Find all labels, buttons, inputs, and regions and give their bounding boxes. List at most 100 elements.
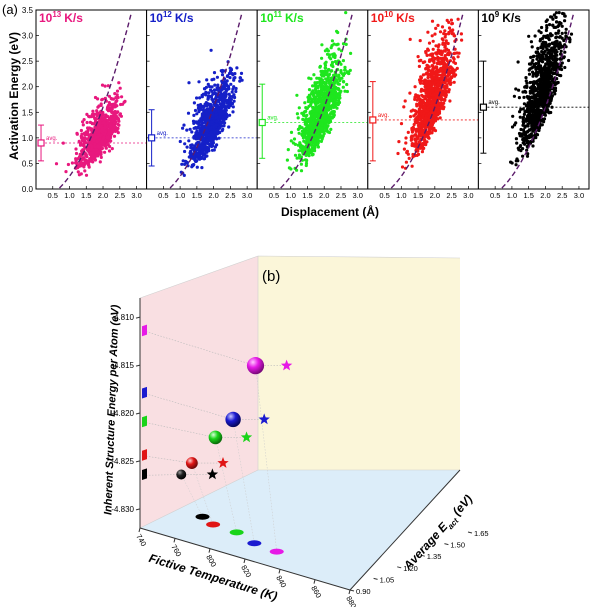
scatter-point bbox=[514, 121, 518, 125]
scatter-point bbox=[195, 121, 200, 125]
scatter-point bbox=[524, 79, 528, 83]
scatter-point bbox=[303, 133, 307, 137]
scatter-point bbox=[116, 95, 120, 100]
scatter-point bbox=[431, 47, 435, 51]
scatter-point bbox=[441, 42, 445, 46]
scatter-point bbox=[296, 116, 300, 120]
scatter-point bbox=[200, 112, 204, 116]
x-tick-label: 2.5 bbox=[336, 191, 346, 200]
scatter-point bbox=[449, 18, 453, 22]
scatter-point bbox=[549, 74, 554, 79]
scatter-point bbox=[402, 105, 406, 109]
scatter-point bbox=[103, 150, 107, 154]
scatter-point bbox=[206, 96, 210, 100]
x-tick-label: 0.5 bbox=[48, 191, 58, 200]
scatter-point bbox=[527, 68, 531, 72]
scatter-point bbox=[106, 84, 110, 88]
scatter-point bbox=[78, 154, 82, 158]
scatter-point bbox=[330, 81, 334, 85]
scatter-point bbox=[194, 126, 198, 130]
data-points bbox=[142, 324, 293, 555]
scatter-point bbox=[444, 39, 448, 43]
scatter-point bbox=[420, 128, 424, 132]
avg-label: avg. bbox=[488, 100, 500, 106]
avg-marker bbox=[479, 103, 488, 111]
scatter-point bbox=[312, 144, 316, 148]
scatter-point bbox=[554, 25, 558, 29]
scatter-point bbox=[201, 141, 205, 145]
scatter-point bbox=[531, 91, 535, 95]
scatter-point bbox=[311, 106, 315, 110]
scatter-point bbox=[559, 49, 563, 53]
scatter-point bbox=[98, 124, 102, 128]
scatter-point bbox=[542, 52, 546, 56]
scatter-point bbox=[420, 150, 424, 154]
star-marker bbox=[206, 468, 219, 480]
scatter-point bbox=[190, 130, 194, 134]
y-tick-3d bbox=[349, 589, 355, 592]
scatter-point bbox=[311, 148, 315, 152]
panel-b: -4.810-4.815-4.820-4.825-4.8307407608008… bbox=[102, 255, 489, 607]
floor-projection bbox=[269, 548, 284, 555]
scatter-point bbox=[329, 69, 333, 73]
scatter-point bbox=[449, 75, 454, 79]
scatter-point bbox=[92, 112, 96, 116]
scatter-point bbox=[535, 118, 540, 122]
scatter-point bbox=[456, 17, 460, 21]
scatter-point bbox=[309, 77, 313, 81]
scatter-point bbox=[340, 76, 344, 80]
scatter-point bbox=[196, 153, 200, 157]
scatter-point bbox=[306, 118, 310, 122]
scatter-point bbox=[207, 91, 211, 95]
scatter-point bbox=[430, 131, 434, 135]
scatter-point bbox=[522, 112, 527, 116]
scatter-point bbox=[315, 108, 319, 112]
scatter-point bbox=[542, 66, 546, 70]
scatter-point bbox=[400, 165, 405, 169]
scatter-point bbox=[306, 99, 310, 104]
avg-label: avg. bbox=[378, 113, 390, 119]
scatter-point bbox=[415, 116, 419, 120]
scatter-point bbox=[327, 80, 331, 84]
x-tick-label: 1.5 bbox=[523, 191, 533, 200]
scatter-point bbox=[215, 103, 219, 108]
scatter-point bbox=[451, 32, 455, 36]
rate-base: 10 bbox=[481, 11, 495, 25]
scatter-point bbox=[537, 115, 542, 119]
panel-a-label: (a) bbox=[2, 2, 18, 17]
scatter-point bbox=[517, 148, 521, 152]
scatter-point bbox=[440, 25, 445, 29]
scatter-point bbox=[108, 123, 112, 127]
scatter-point bbox=[197, 147, 202, 151]
scatter-point bbox=[96, 135, 100, 139]
scatter-point bbox=[415, 153, 419, 157]
scatter-point bbox=[300, 132, 304, 137]
scatter-point bbox=[427, 136, 431, 140]
scatter-point bbox=[443, 57, 447, 61]
scatter-point bbox=[61, 141, 65, 145]
scatter-point bbox=[182, 123, 186, 127]
scatter-point bbox=[219, 69, 223, 73]
scatter-point bbox=[402, 147, 406, 151]
scatter-point bbox=[295, 112, 299, 116]
y-tick-label: 0.5 bbox=[22, 159, 34, 168]
scatter-point bbox=[215, 130, 220, 135]
scatter-point bbox=[512, 94, 517, 98]
scatter-point bbox=[427, 101, 431, 105]
z-tick-label: -4.830 bbox=[111, 505, 134, 514]
scatter-point bbox=[233, 76, 237, 80]
scatter-point bbox=[525, 148, 529, 152]
scatter-point bbox=[309, 100, 313, 104]
scatter-point bbox=[225, 101, 229, 105]
scatter-point bbox=[531, 128, 536, 132]
scatter-point bbox=[552, 90, 556, 94]
scatter-point bbox=[321, 84, 325, 89]
scatter-point bbox=[214, 123, 218, 127]
scatter-point bbox=[201, 127, 205, 131]
scatter-point bbox=[434, 87, 439, 91]
x-tick-label: 1.5 bbox=[192, 191, 202, 200]
scatter-point bbox=[431, 81, 435, 85]
